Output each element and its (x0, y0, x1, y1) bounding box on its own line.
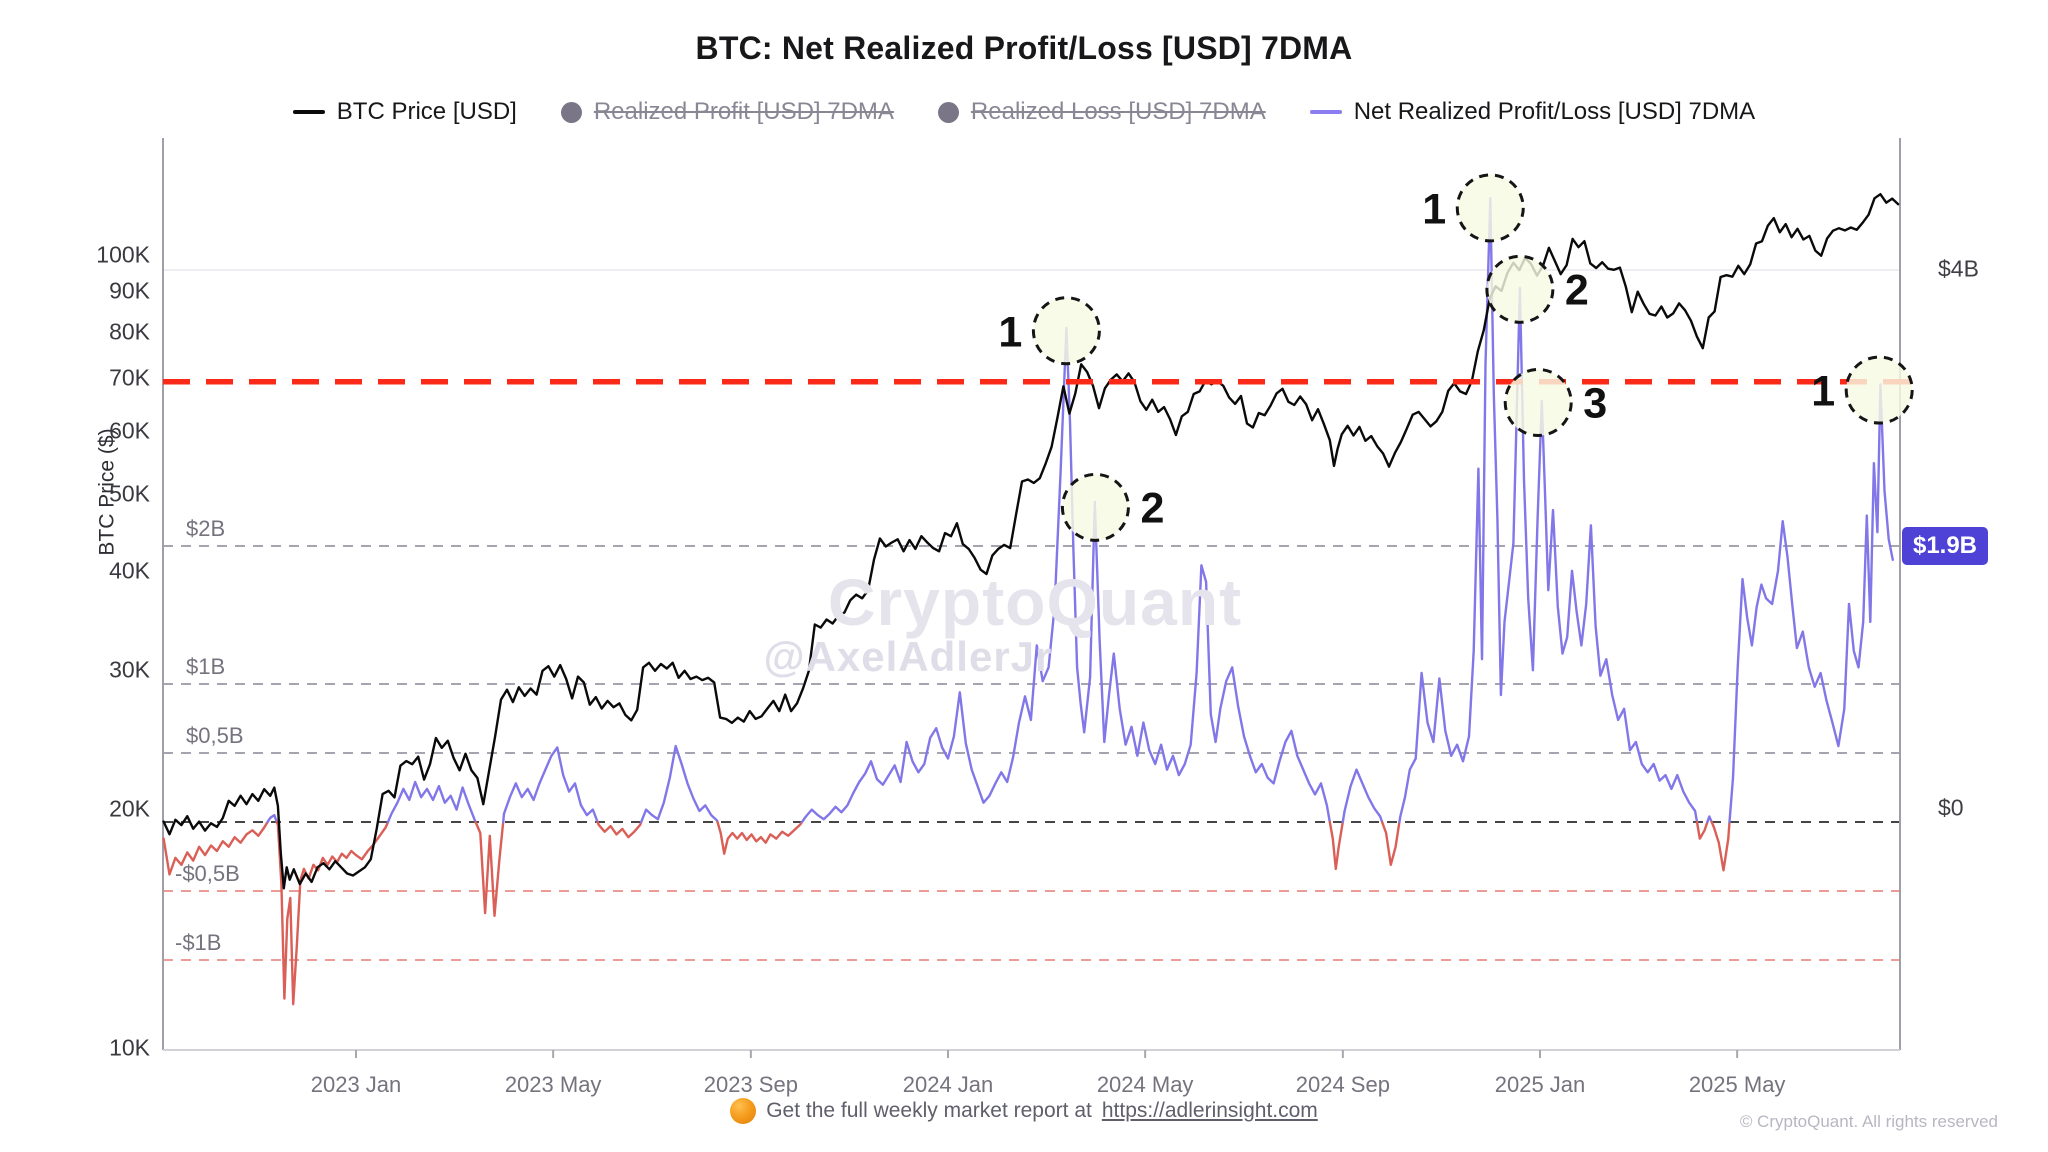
price-tick-50K: 50K (109, 480, 150, 507)
annotation-circle-2 (1485, 254, 1555, 324)
btc-price-line (162, 193, 1900, 890)
x-tick-2024-Jan: 2024 Jan (902, 1072, 994, 1097)
annotation-number-2: 2 (1140, 484, 1165, 533)
net-realized-line-negative (1328, 820, 1344, 871)
legend-dot-icon (560, 101, 582, 123)
annotation-number-3: 3 (1583, 379, 1608, 428)
annotation-number-1: 1 (998, 308, 1023, 357)
watermark-author: @AxelAdlerJr (763, 633, 1053, 680)
copyright-notice: © CryptoQuant. All rights reserved (1739, 1112, 1998, 1131)
net-realized-line-positive (1728, 383, 1894, 824)
net-realized-line-negative (162, 820, 269, 876)
annotation-number-1: 1 (1811, 367, 1836, 416)
x-tick-2023-Sep: 2023 Sep (703, 1072, 798, 1097)
price-tick-30K: 30K (109, 656, 150, 683)
net-realized-line-negative (1380, 820, 1401, 866)
gridline-label: $2B (186, 516, 226, 541)
annotation-circle-2 (1060, 472, 1130, 542)
net-realized-line-negative (1695, 820, 1709, 840)
right-axis-top-label: $4B (1938, 255, 1979, 282)
footer-text: Get the full weekly market report at (766, 1099, 1092, 1122)
net-realized-line-positive (1706, 815, 1713, 824)
legend-item-2[interactable]: Realized Loss [USD] 7DMA (937, 98, 1266, 126)
legend-item-0[interactable]: BTC Price [USD] (292, 98, 517, 126)
price-tick-70K: 70K (109, 364, 150, 391)
price-tick-90K: 90K (109, 277, 150, 304)
annotation-circle-3 (1503, 367, 1573, 437)
annotation-number-2: 2 (1564, 266, 1589, 315)
annotation-circle-1 (1031, 296, 1101, 366)
net-realized-line-negative (596, 820, 643, 839)
right-axis-zero-label: $0 (1938, 794, 1964, 821)
gridline-label: -$1B (175, 930, 222, 955)
footer: Get the full weekly market report at htt… (0, 1098, 2048, 1124)
net-realized-line-negative (474, 820, 505, 917)
gridline-label: -$0,5B (175, 861, 240, 886)
legend-item-label: Realized Loss [USD] 7DMA (970, 98, 1266, 125)
annotation-circle-1 (1455, 173, 1525, 243)
net-realized-line-positive (502, 746, 599, 824)
gridline-label: $1B (186, 654, 226, 679)
legend-item-label: Realized Profit [USD] 7DMA (593, 98, 894, 125)
orange-circle-icon (730, 1098, 757, 1124)
net-realized-line-negative (275, 820, 390, 1006)
page-title: BTC: Net Realized Profit/Loss [USD] 7DMA (695, 30, 1353, 66)
legend-item-label: Net Realized Profit/Loss [USD] 7DMA (1353, 98, 1756, 125)
net-realized-line-positive (386, 780, 477, 824)
legend-item-3[interactable]: Net Realized Profit/Loss [USD] 7DMA (1309, 98, 1756, 126)
x-tick-2023-May: 2023 May (504, 1072, 602, 1097)
legend-line-icon (292, 110, 325, 114)
x-tick-2024-May: 2024 May (1096, 1072, 1194, 1097)
net-realized-line-positive (1341, 768, 1384, 824)
legend-item-label: BTC Price [USD] (336, 98, 517, 125)
x-tick-2024-Sep: 2024 Sep (1295, 1072, 1390, 1097)
net-realized-line-negative (1710, 820, 1731, 872)
price-tick-40K: 40K (109, 557, 150, 584)
last-value-badge: $1.9B (1902, 526, 1988, 565)
annotation-number-1: 1 (1422, 185, 1447, 234)
x-tick-2025-Jan: 2025 Jan (1494, 1072, 1586, 1097)
price-tick-60K: 60K (109, 417, 150, 444)
net-realized-line-positive (800, 326, 1331, 824)
price-tick-10K: 10K (109, 1034, 150, 1061)
chart-legend: BTC Price [USD] Realized Profit [USD] 7DM… (0, 98, 2048, 126)
annotation-circle-1 (1844, 355, 1914, 425)
x-tick-2023-Jan: 2023 Jan (310, 1072, 402, 1097)
price-tick-100K: 100K (96, 241, 150, 268)
footer-link[interactable]: https://adlerinsight.com (1101, 1099, 1318, 1122)
gridline-label: $0,5B (186, 723, 244, 748)
legend-item-1[interactable]: Realized Profit [USD] 7DMA (560, 98, 894, 126)
legend-dot-icon (937, 101, 959, 123)
net-realized-line-positive (640, 744, 719, 824)
net-realized-line-negative (716, 820, 804, 855)
legend-line-icon (1309, 110, 1342, 114)
price-tick-20K: 20K (109, 795, 150, 822)
price-tick-80K: 80K (109, 318, 150, 345)
watermark-brand: CryptoQuant (827, 565, 1243, 639)
x-tick-2025-May: 2025 May (1688, 1072, 1786, 1097)
net-realized-line-positive (266, 813, 278, 824)
